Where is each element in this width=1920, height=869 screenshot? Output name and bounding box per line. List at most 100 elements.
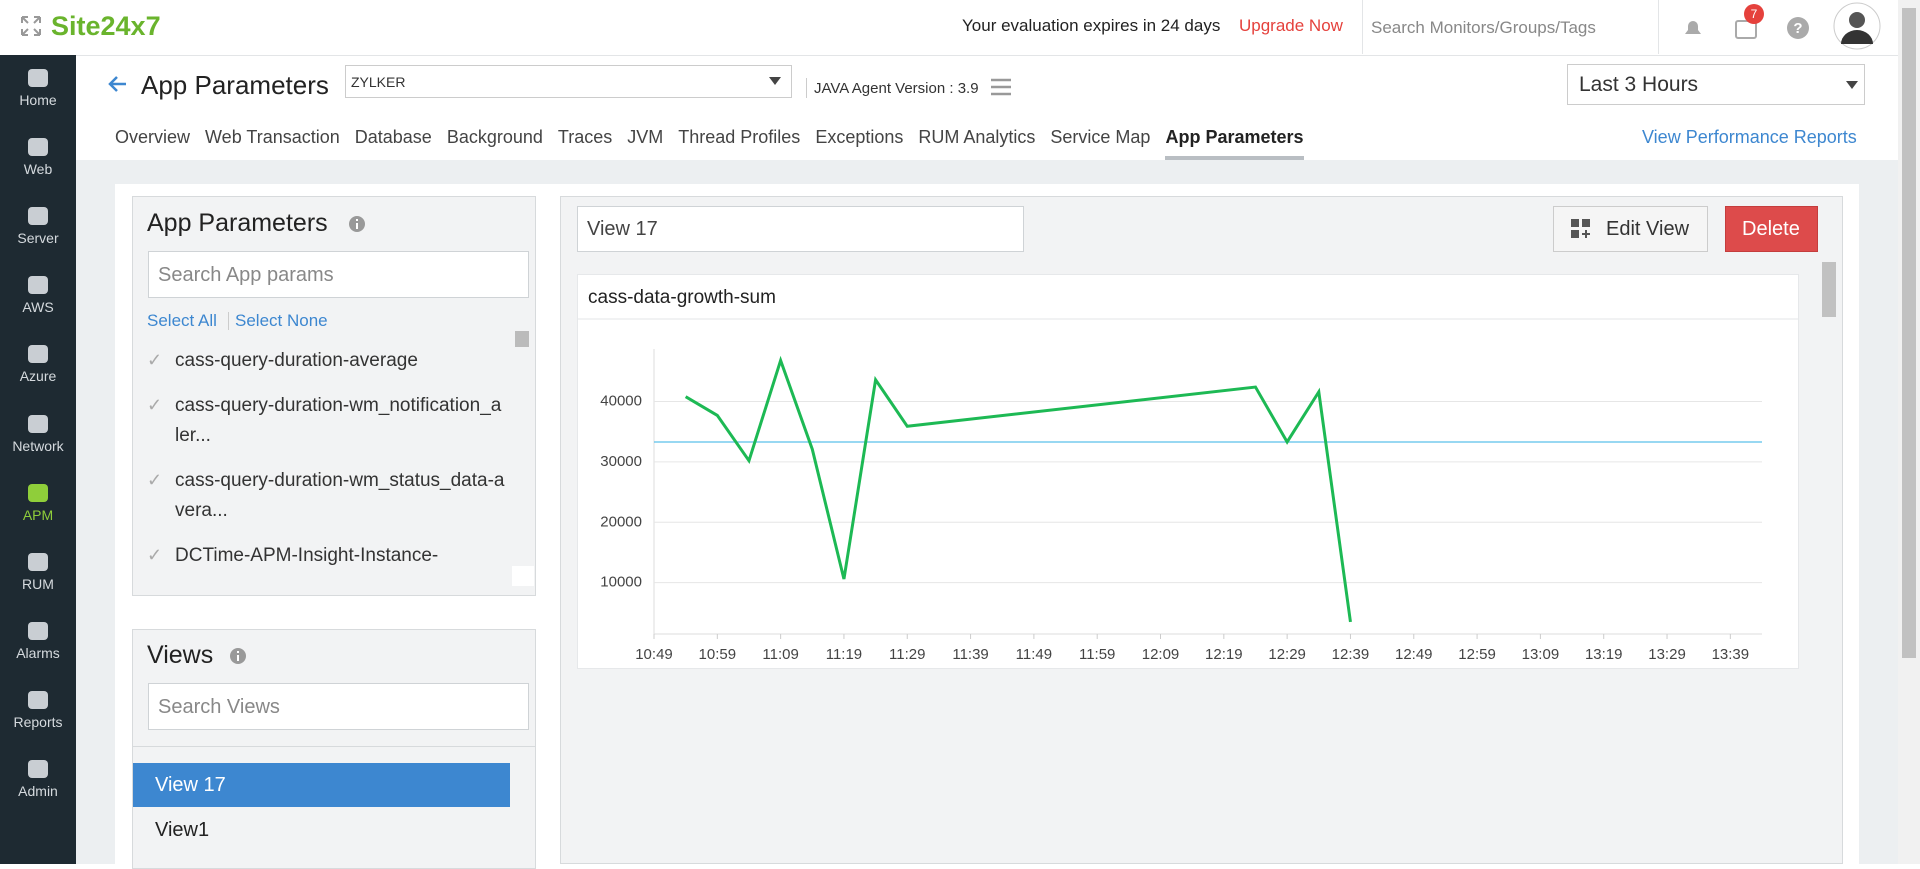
delete-label: Delete bbox=[1742, 218, 1800, 240]
nav-icon bbox=[28, 483, 48, 502]
x-tick-label: 12:59 bbox=[1458, 646, 1496, 663]
nav-item[interactable]: RUM bbox=[0, 552, 76, 592]
nav-item[interactable]: Web bbox=[0, 138, 76, 177]
select-none[interactable]: Select None bbox=[235, 311, 328, 330]
nav-item[interactable]: Admin bbox=[0, 760, 76, 799]
panel-title: App Parameters bbox=[147, 209, 328, 237]
tab[interactable]: Database bbox=[354, 127, 432, 147]
x-tick-label: 11:29 bbox=[889, 646, 925, 663]
x-tick-label: 12:39 bbox=[1332, 646, 1370, 663]
nav-item[interactable]: AWS bbox=[0, 276, 76, 315]
scrollbar[interactable] bbox=[512, 309, 532, 566]
bell-icon[interactable] bbox=[1681, 16, 1705, 40]
chart: cass-data-growth-sum 10000 20000 30000 4000… bbox=[577, 274, 1799, 669]
param-item[interactable]: cass-query-duration-wm_notification_aler… bbox=[175, 395, 502, 446]
nav-item[interactable]: Network bbox=[0, 414, 76, 454]
view-name-input[interactable] bbox=[577, 206, 1024, 252]
upgrade-link[interactable]: Upgrade Now bbox=[1239, 16, 1343, 35]
y-tick-label: 30000 bbox=[600, 453, 642, 470]
info-icon[interactable] bbox=[348, 215, 366, 233]
monitor-name: ZYLKER bbox=[351, 74, 406, 90]
tab[interactable]: Traces bbox=[557, 127, 613, 147]
edit-view-button[interactable] bbox=[1553, 206, 1708, 252]
check-icon: ✓ bbox=[147, 350, 163, 370]
param-item[interactable]: cass-query-duration-average bbox=[175, 350, 418, 371]
x-tick-label: 12:29 bbox=[1268, 646, 1306, 663]
reports-link[interactable]: View Performance Reports bbox=[1642, 127, 1857, 147]
nav-icon bbox=[28, 207, 48, 226]
svg-text:?: ? bbox=[1793, 20, 1802, 37]
nav-item[interactable]: Reports bbox=[0, 690, 76, 730]
x-tick-label: 10:49 bbox=[635, 646, 673, 663]
scrollbar[interactable] bbox=[1820, 260, 1838, 669]
params-search[interactable] bbox=[148, 251, 529, 298]
nav-label: APM bbox=[22, 506, 54, 523]
time-dropdown[interactable] bbox=[1567, 64, 1865, 105]
nav-item[interactable]: Home bbox=[0, 69, 76, 108]
chart-title: cass-data-growth-sum bbox=[588, 287, 776, 308]
data-line bbox=[684, 355, 1352, 623]
nav-icon bbox=[28, 138, 48, 157]
tab[interactable]: Thread Profiles bbox=[678, 127, 801, 147]
help-icon[interactable]: ? bbox=[1786, 16, 1810, 40]
search-placeholder: Search App params bbox=[158, 264, 334, 286]
param-item[interactable]: cass-query-duration-wm_status_data-avera… bbox=[175, 470, 505, 521]
y-tick-label: 10000 bbox=[600, 574, 642, 591]
scroll-corner bbox=[512, 566, 534, 586]
tab[interactable]: RUM Analytics bbox=[918, 127, 1036, 147]
nav-icon bbox=[28, 690, 48, 709]
tab[interactable]: Overview bbox=[115, 127, 191, 147]
back-arrow[interactable] bbox=[106, 72, 130, 96]
nav-label: Alarms bbox=[16, 644, 60, 661]
x-tick-label: 11:39 bbox=[952, 646, 988, 663]
nav-icon bbox=[28, 276, 48, 295]
menu-icon[interactable] bbox=[990, 78, 1012, 96]
brand[interactable]: Site24x7 bbox=[51, 11, 161, 41]
sidebar: Home Web Server AWS Azure Network APM RUM Alarms… bbox=[0, 55, 76, 864]
nav-label: Web bbox=[23, 161, 53, 178]
tab[interactable]: Background bbox=[446, 127, 543, 147]
nav-label: Admin bbox=[18, 783, 58, 799]
x-tick-label: 13:09 bbox=[1522, 646, 1560, 663]
param-item[interactable]: DCTime-APM-Insight-Instance- bbox=[175, 545, 439, 566]
nav-label: Network bbox=[12, 437, 64, 454]
tab[interactable]: App Parameters bbox=[1165, 127, 1304, 160]
nav-item[interactable]: Azure bbox=[0, 345, 76, 384]
y-tick-label: 40000 bbox=[600, 393, 642, 410]
tab[interactable]: Web Transaction bbox=[205, 127, 340, 147]
tab[interactable]: Exceptions bbox=[815, 127, 904, 147]
separator bbox=[228, 312, 229, 330]
agent-version: JAVA Agent Version : 3.9 bbox=[814, 80, 979, 97]
scrollbar[interactable] bbox=[1898, 0, 1920, 864]
search-box[interactable] bbox=[1362, 0, 1659, 54]
x-tick-label: 11:09 bbox=[762, 646, 798, 663]
avatar[interactable] bbox=[1833, 2, 1881, 50]
tab[interactable]: Service Map bbox=[1050, 127, 1151, 147]
views-panel bbox=[132, 629, 536, 869]
select-all[interactable]: Select All bbox=[147, 311, 217, 330]
expand-icon[interactable] bbox=[20, 15, 42, 37]
tab[interactable]: JVM bbox=[627, 127, 664, 147]
delete-button[interactable] bbox=[1725, 206, 1818, 252]
h-scrollbar[interactable] bbox=[133, 566, 511, 586]
nav-icon bbox=[28, 760, 48, 778]
selected-row bbox=[133, 763, 510, 807]
x-tick-label: 11:49 bbox=[1016, 646, 1052, 663]
monitor-dropdown[interactable] bbox=[345, 65, 792, 98]
nav-item[interactable]: Server bbox=[0, 207, 76, 246]
nav-label: Server bbox=[17, 230, 59, 247]
info-icon[interactable] bbox=[229, 647, 247, 665]
view-item[interactable]: View1 bbox=[155, 819, 210, 841]
nav-item[interactable]: APM bbox=[0, 483, 76, 523]
nav-icon bbox=[28, 69, 48, 87]
edit-view-label: Edit View bbox=[1606, 218, 1690, 240]
nav-icon bbox=[28, 621, 48, 640]
notification-badge: 7 bbox=[1744, 4, 1764, 24]
x-tick-label: 12:19 bbox=[1205, 646, 1243, 663]
nav-item[interactable]: Alarms bbox=[0, 621, 76, 661]
views-search[interactable] bbox=[148, 683, 529, 730]
time-range: Last 3 Hours bbox=[1579, 73, 1699, 96]
view-item[interactable]: View 17 bbox=[155, 774, 226, 796]
x-tick-label: 13:19 bbox=[1585, 646, 1623, 663]
view-name: View 17 bbox=[587, 218, 658, 240]
